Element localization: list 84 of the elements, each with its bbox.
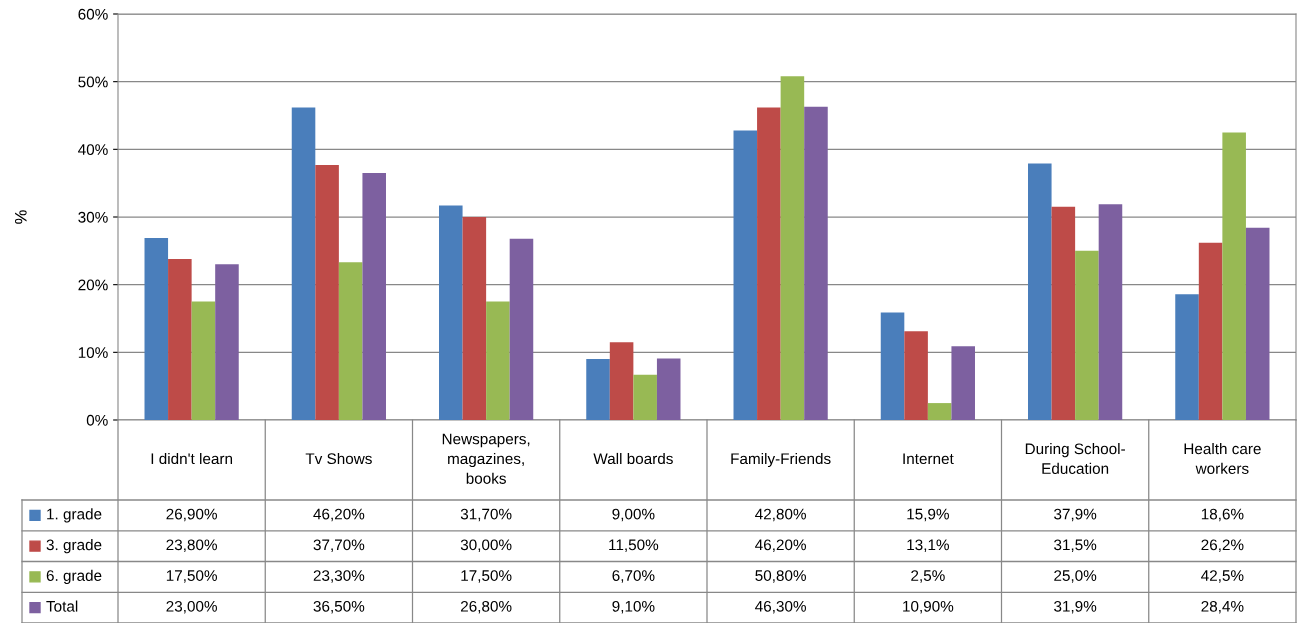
- legend-label: 6. grade: [46, 569, 102, 584]
- data-label: 25,0%: [1054, 570, 1097, 583]
- bar: [338, 262, 363, 420]
- y-tick-label: 20%: [78, 279, 108, 291]
- data-label: 42,5%: [1201, 570, 1244, 583]
- x-tick-label: During School- Education: [1025, 442, 1125, 474]
- data-label: 9,10%: [612, 600, 655, 614]
- data-label: 28,4%: [1201, 600, 1244, 614]
- y-tick-label: 30%: [78, 211, 108, 223]
- data-label: 23,80%: [166, 539, 217, 553]
- bar: [880, 312, 905, 420]
- x-tick-label: Tv Shows: [305, 452, 372, 465]
- legend-label: Total: [46, 600, 78, 612]
- data-label: 26,90%: [166, 508, 217, 522]
- data-label: 9,00%: [612, 508, 655, 522]
- bar: [804, 106, 828, 420]
- y-tick-label: 50%: [78, 76, 108, 88]
- data-label: 37,9%: [1054, 508, 1097, 522]
- data-label: 31,9%: [1054, 600, 1097, 614]
- bar: [609, 342, 634, 420]
- data-label: 42,80%: [755, 508, 806, 522]
- bar: [633, 374, 657, 420]
- data-label: 23,30%: [313, 570, 365, 583]
- bar: [1028, 163, 1052, 420]
- data-label: 30,00%: [460, 539, 512, 553]
- x-tick-label: Family-Friends: [731, 452, 831, 468]
- bar: [462, 217, 487, 420]
- data-label: 36,50%: [313, 600, 365, 614]
- y-tick-label: 10%: [78, 347, 108, 359]
- y-axis-title: %: [14, 210, 27, 224]
- bar: [1222, 132, 1246, 420]
- data-label: 46,20%: [313, 508, 365, 522]
- bar: [215, 264, 239, 420]
- x-tick-label: Wall boards: [593, 452, 673, 465]
- bar: [1175, 294, 1199, 420]
- y-tick-label: 60%: [78, 8, 108, 20]
- bar: [1245, 227, 1270, 420]
- bar: [1051, 206, 1076, 420]
- data-label: 31,70%: [460, 508, 512, 522]
- bar: [586, 359, 610, 420]
- data-label: 13,1%: [907, 539, 949, 553]
- data-label: 26,80%: [460, 600, 512, 614]
- bar: [315, 164, 339, 420]
- y-tick-label: 0%: [86, 414, 108, 426]
- data-label: 2,5%: [911, 570, 945, 583]
- x-tick-label: I didn't learn: [151, 452, 233, 465]
- x-tick-label: Internet: [903, 453, 954, 465]
- data-label: 17,50%: [166, 570, 217, 583]
- bar: [656, 358, 681, 420]
- legend-label: 1. grade: [47, 508, 102, 523]
- data-label: 26,2%: [1201, 539, 1244, 553]
- data-label: 37,70%: [313, 539, 365, 553]
- data-label: 46,30%: [755, 600, 806, 614]
- x-tick-label: Health care workers: [1184, 442, 1261, 474]
- legend-label: 3. grade: [46, 539, 102, 554]
- bar: [780, 76, 805, 420]
- bar: [191, 301, 216, 420]
- y-tick-label: 40%: [78, 144, 108, 156]
- data-label: 50,80%: [755, 570, 806, 583]
- data-label: 10,90%: [903, 600, 954, 614]
- data-label: 18,6%: [1201, 508, 1244, 522]
- data-label: 17,50%: [461, 570, 512, 583]
- bar: [291, 107, 316, 420]
- bar: [1098, 204, 1123, 420]
- bar: [1198, 242, 1223, 420]
- data-label: 46,20%: [755, 539, 806, 553]
- bar: [168, 258, 192, 420]
- bar: [509, 238, 534, 420]
- data-label: 11,50%: [609, 539, 659, 553]
- bar: [362, 173, 386, 420]
- bar: [486, 301, 510, 420]
- data-label: 31,5%: [1054, 539, 1097, 553]
- bar: [927, 403, 952, 420]
- bar: [733, 130, 758, 420]
- bar: [439, 205, 463, 420]
- data-label: 23,00%: [166, 600, 217, 614]
- bar: [951, 346, 975, 420]
- data-label: 6,70%: [612, 570, 655, 583]
- data-label: 15,9%: [907, 508, 949, 522]
- bar: [904, 331, 928, 420]
- bar: [757, 107, 781, 420]
- x-tick-label: Newspapers, magazines, books: [442, 433, 530, 484]
- bar: [1075, 250, 1099, 420]
- bar: [144, 237, 169, 420]
